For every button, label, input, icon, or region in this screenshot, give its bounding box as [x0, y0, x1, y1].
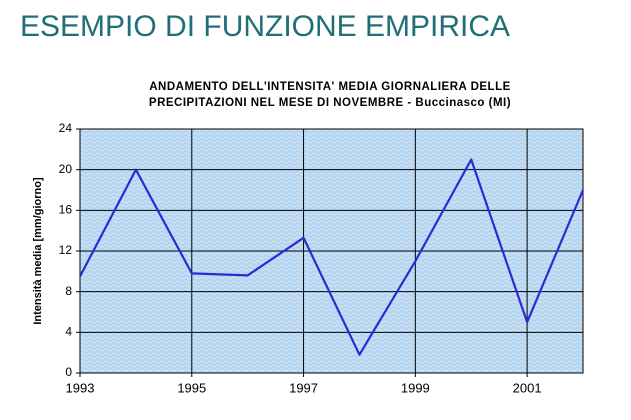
slide-title: ESEMPIO DI FUNZIONE EMPIRICA: [20, 10, 510, 43]
x-tick-label: 1993: [66, 380, 95, 395]
x-tick-label: 1997: [289, 380, 318, 395]
y-tick-label: 4: [65, 325, 72, 339]
chart-title: PRECIPITAZIONI NEL MESE DI NOVEMBRE - Bu…: [149, 97, 511, 109]
x-tick-label: 1999: [401, 380, 430, 395]
y-tick-label: 20: [59, 162, 73, 176]
y-tick-label: 12: [59, 243, 73, 257]
data-line: [79, 158, 585, 356]
x-tick-label: 1995: [177, 380, 206, 395]
y-tick-label: 8: [65, 284, 72, 298]
chart-title: ANDAMENTO DELL'INTENSITA' MEDIA GIORNALI…: [149, 81, 511, 93]
y-tick-label: 0: [65, 365, 72, 379]
y-axis-label: Intensità media [mm/giorno]: [32, 177, 44, 325]
x-tick-label: 2001: [513, 380, 542, 395]
y-tick-label: 24: [59, 121, 73, 135]
y-tick-label: 16: [59, 203, 73, 217]
